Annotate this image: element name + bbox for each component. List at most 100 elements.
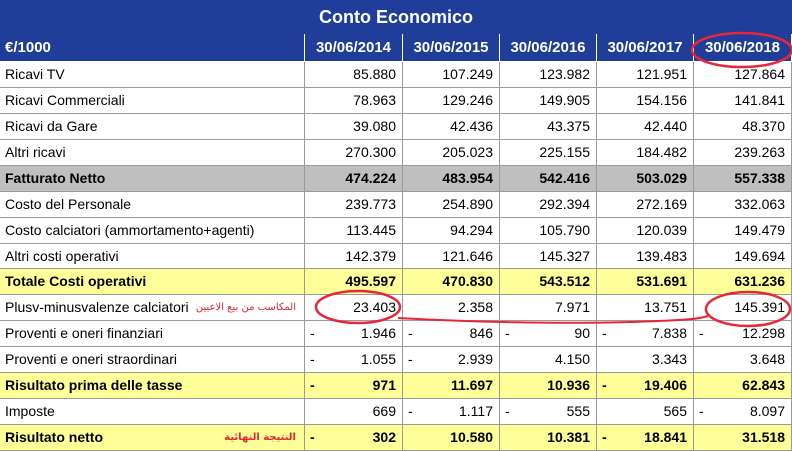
sign: -: [602, 429, 607, 446]
value-cell: 62.843: [694, 373, 792, 400]
value-cell: 495.597: [305, 269, 403, 296]
header-cell: 30/06/2015: [403, 34, 500, 62]
value-cell: - 7.838: [597, 321, 694, 348]
value-cell: - 18.841: [597, 425, 694, 451]
value: 631.236: [734, 273, 785, 290]
value: 474.224: [345, 169, 396, 186]
value-cell: 105.790: [500, 217, 597, 244]
sign: -: [310, 325, 315, 342]
row-label-cell: Totale Costi operativi: [0, 269, 305, 296]
value-cell: 39.080: [305, 113, 403, 140]
row-label-cell: Risultato prima delle tasse: [0, 373, 305, 400]
value-cell: 43.375: [500, 113, 597, 140]
value-cell: 470.830: [403, 269, 500, 296]
value: 483.954: [442, 169, 493, 186]
value: 149.479: [734, 221, 785, 238]
annotation: المكاسب من بيع الاعبين: [195, 302, 296, 314]
row-label: Proventi e oneri straordinari: [5, 351, 177, 368]
value-cell: - 2.939: [403, 347, 500, 374]
row-label-cell: Altri costi operativi: [0, 243, 305, 270]
value-cell: 4.150: [500, 347, 597, 374]
year-label: 30/06/2016: [510, 39, 586, 56]
value-cell: 272.169: [597, 191, 694, 218]
value: 154.156: [636, 91, 687, 108]
value: 129.246: [442, 91, 493, 108]
value-cell: 239.263: [694, 139, 792, 166]
value: 10.381: [547, 429, 590, 446]
value: 39.080: [353, 117, 396, 134]
row-label-cell: Altri ricavi: [0, 139, 305, 166]
value-cell: 2.358: [403, 295, 500, 322]
value: 557.338: [734, 169, 785, 186]
sign: -: [602, 325, 607, 342]
value-cell: 184.482: [597, 139, 694, 166]
value: 10.936: [547, 377, 590, 394]
value: 292.394: [539, 195, 590, 212]
value-cell: - 555: [500, 399, 597, 425]
value: 120.039: [636, 221, 687, 238]
value-cell: 205.023: [403, 139, 500, 166]
sign: -: [408, 351, 413, 368]
row-label-cell: Ricavi da Gare: [0, 113, 305, 140]
value-cell: 139.483: [597, 243, 694, 270]
value: 121.951: [636, 66, 687, 82]
value-cell: 141.841: [694, 87, 792, 114]
value: 225.155: [539, 143, 590, 160]
value: 3.343: [651, 351, 687, 368]
row-label: Ricavi da Gare: [5, 117, 98, 134]
table-title: Conto Economico: [0, 0, 792, 34]
value-cell: - 90: [500, 321, 597, 348]
value-cell: 31.518: [694, 425, 792, 451]
value: 8.097: [749, 403, 785, 420]
row-label-cell: Plusv-minusvalenze calciatori المكاسب من …: [0, 295, 305, 322]
row-label-cell: Fatturato Netto: [0, 165, 305, 192]
value: 149.694: [734, 247, 785, 264]
header-cell: 30/06/2016: [500, 34, 597, 62]
value: 184.482: [636, 143, 687, 160]
value: 42.436: [450, 117, 493, 134]
value-cell: - 846: [403, 321, 500, 348]
header-cell: 30/06/2014: [305, 34, 403, 62]
value: 139.483: [636, 247, 687, 264]
value-cell: 3.343: [597, 347, 694, 374]
value-cell: 113.445: [305, 217, 403, 244]
row-label: Plusv-minusvalenze calciatori: [5, 299, 189, 316]
row-label: Imposte: [5, 403, 55, 420]
value-cell: 483.954: [403, 165, 500, 192]
row-label: Proventi e oneri finanziari: [5, 325, 163, 342]
value: 127.864: [734, 66, 785, 82]
value-cell: 121.951: [597, 62, 694, 88]
value: 542.416: [539, 169, 590, 186]
value: 43.375: [547, 117, 590, 134]
value-cell: 127.864: [694, 62, 792, 88]
sign: -: [699, 325, 704, 342]
sign: -: [602, 377, 607, 394]
value: 113.445: [346, 221, 396, 238]
value: 1.055: [360, 351, 396, 368]
value: 31.518: [742, 429, 785, 446]
value-cell: 631.236: [694, 269, 792, 296]
value: 23.403: [353, 299, 396, 316]
value-cell: 10.580: [403, 425, 500, 451]
value: 495.597: [345, 273, 396, 290]
value-cell: 474.224: [305, 165, 403, 192]
value: 3.648: [749, 351, 785, 368]
value-cell: 48.370: [694, 113, 792, 140]
value-cell: 565: [597, 399, 694, 425]
sign: -: [310, 377, 315, 394]
value: 48.370: [742, 117, 785, 134]
value: 121.646: [442, 247, 493, 264]
row-label: Fatturato Netto: [5, 169, 106, 186]
year-label: 30/06/2015: [413, 39, 489, 56]
value-cell: 3.648: [694, 347, 792, 374]
value: 105.790: [539, 221, 590, 238]
sign: -: [505, 325, 510, 342]
value: 470.830: [442, 273, 493, 290]
value-cell: 42.440: [597, 113, 694, 140]
value-cell: 531.691: [597, 269, 694, 296]
value-cell: 149.905: [500, 87, 597, 114]
value-cell: 142.379: [305, 243, 403, 270]
value: 4.150: [554, 351, 590, 368]
value-cell: 503.029: [597, 165, 694, 192]
